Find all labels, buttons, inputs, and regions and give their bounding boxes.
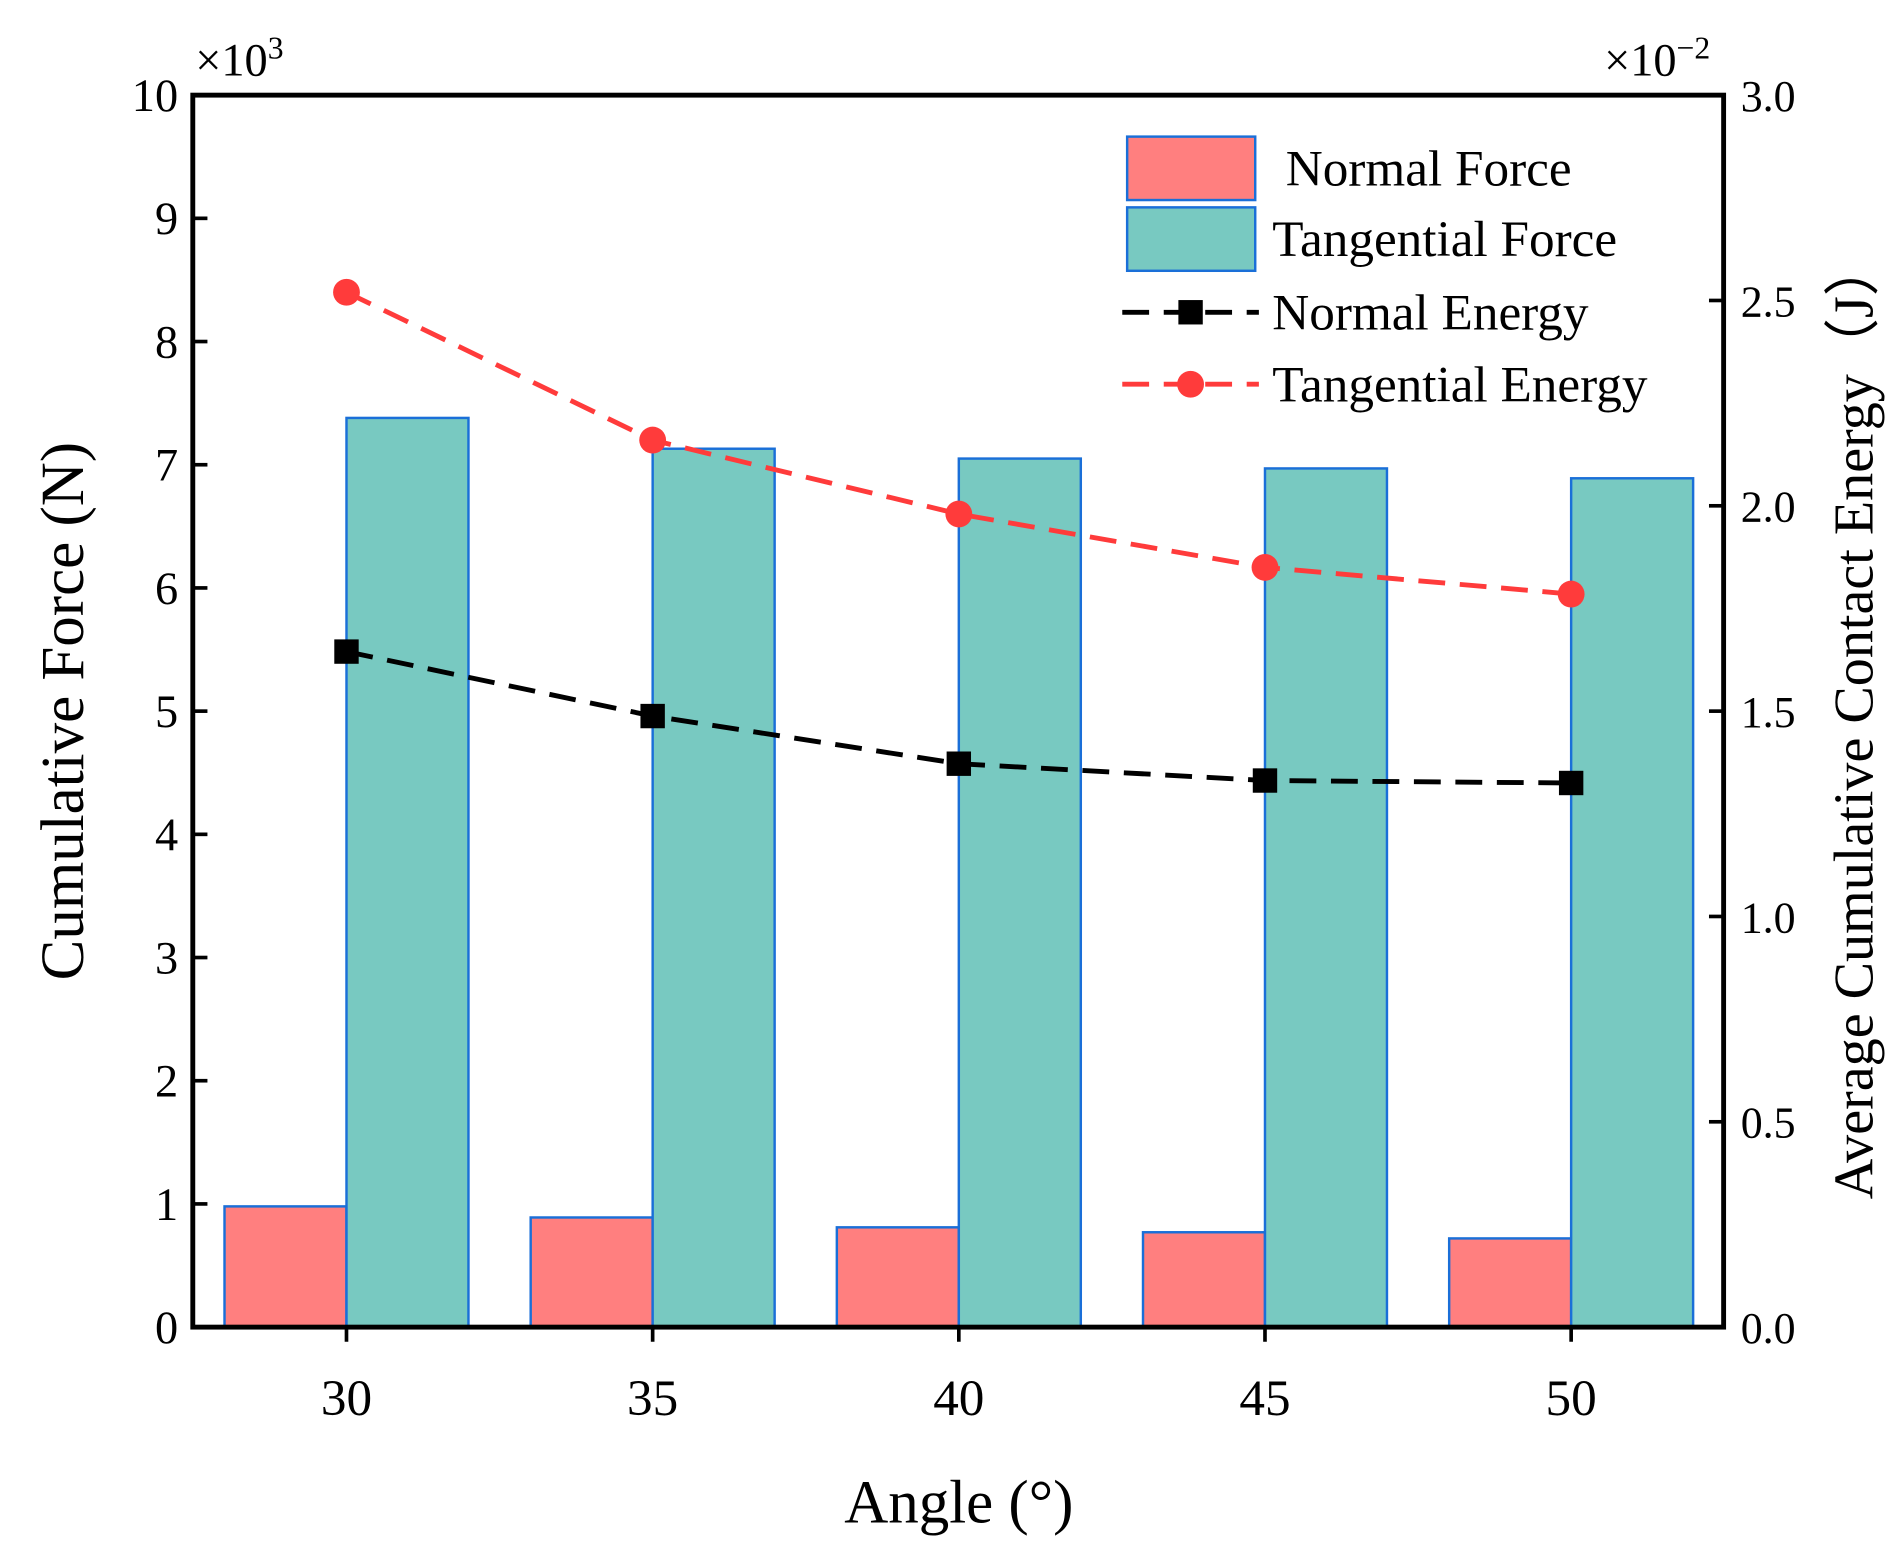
y-multiplier: ×103	[195, 31, 283, 87]
point-normal-energy	[1558, 770, 1584, 796]
x-tick-label: 45	[1239, 1370, 1290, 1427]
point-tangential-energy	[1251, 553, 1279, 581]
y2-tick-label: 0.5	[1741, 1100, 1796, 1148]
bar-tangential-force	[1569, 477, 1695, 1329]
legend-swatch-normal-force	[1125, 135, 1257, 202]
x-tick-label: 40	[933, 1370, 984, 1427]
y-tick-label: 7	[155, 441, 178, 492]
legend-swatch-tangential-force	[1125, 206, 1257, 273]
legend: Normal Force Tangential Force Normal Energ…	[1122, 135, 1648, 413]
y2-tick-label: 3.0	[1741, 73, 1796, 121]
bars-layer	[223, 416, 1695, 1329]
y2-tick-label: 2.0	[1741, 484, 1796, 532]
y-tick-label: 8	[155, 317, 178, 368]
y-axis-label: Cumulative Force (N)	[30, 442, 97, 980]
lines-layer	[333, 278, 1585, 796]
legend-marker-tangential-energy	[1177, 370, 1204, 398]
y-tick-label: 1	[155, 1180, 178, 1231]
point-normal-energy	[1252, 768, 1278, 793]
legend-label-normal-force: Normal Force	[1286, 140, 1572, 197]
y2-tick-label: 1.5	[1741, 689, 1796, 737]
point-tangential-energy	[333, 278, 360, 306]
y-tick-label: 3	[155, 933, 178, 984]
legend-label-tangential-force: Tangential Force	[1272, 211, 1617, 268]
y-tick-label: 10	[132, 71, 178, 122]
point-normal-energy	[640, 703, 665, 729]
x-tick-label: 35	[627, 1370, 678, 1427]
bar-normal-force	[1141, 1231, 1267, 1329]
y2-multiplier: ×10−2	[1604, 31, 1710, 87]
y-tick-label: 0	[155, 1303, 178, 1354]
y-tick-label: 2	[155, 1057, 178, 1108]
point-normal-energy	[946, 751, 972, 776]
y-tick-label: 6	[155, 564, 178, 615]
bar-normal-force	[223, 1205, 348, 1329]
bar-normal-force	[529, 1216, 654, 1329]
y2-tick-label: 2.5	[1741, 278, 1796, 326]
legend-label-tangential-energy: Tangential Energy	[1272, 356, 1648, 413]
line-tangential-energy	[345, 290, 1572, 597]
legend-marker-normal-energy	[1178, 300, 1203, 325]
bar-tangential-force	[957, 457, 1083, 1329]
x-axis-label: Angle (°)	[844, 1469, 1073, 1536]
bar-normal-force	[1447, 1237, 1573, 1329]
bar-tangential-force	[651, 447, 776, 1329]
bar-tangential-force	[345, 416, 470, 1329]
legend-label-normal-energy: Normal Energy	[1272, 284, 1589, 341]
y-tick-label: 5	[155, 687, 178, 738]
bar-normal-force	[835, 1226, 961, 1329]
point-normal-energy	[334, 639, 359, 664]
x-tick-label: 50	[1546, 1370, 1597, 1427]
y2-tick-label: 0.0	[1741, 1305, 1796, 1353]
bar-tangential-force	[1263, 467, 1389, 1329]
point-tangential-energy	[945, 500, 973, 528]
x-tick-label: 30	[321, 1370, 372, 1427]
y2-axis-label: Average Cumulative Contact Energy（J）	[1823, 240, 1885, 1199]
point-tangential-energy	[639, 426, 667, 454]
y2-tick-label: 1.0	[1741, 894, 1796, 942]
y-tick-label: 4	[155, 810, 178, 861]
y-tick-label: 9	[155, 194, 178, 245]
point-tangential-energy	[1557, 580, 1585, 608]
